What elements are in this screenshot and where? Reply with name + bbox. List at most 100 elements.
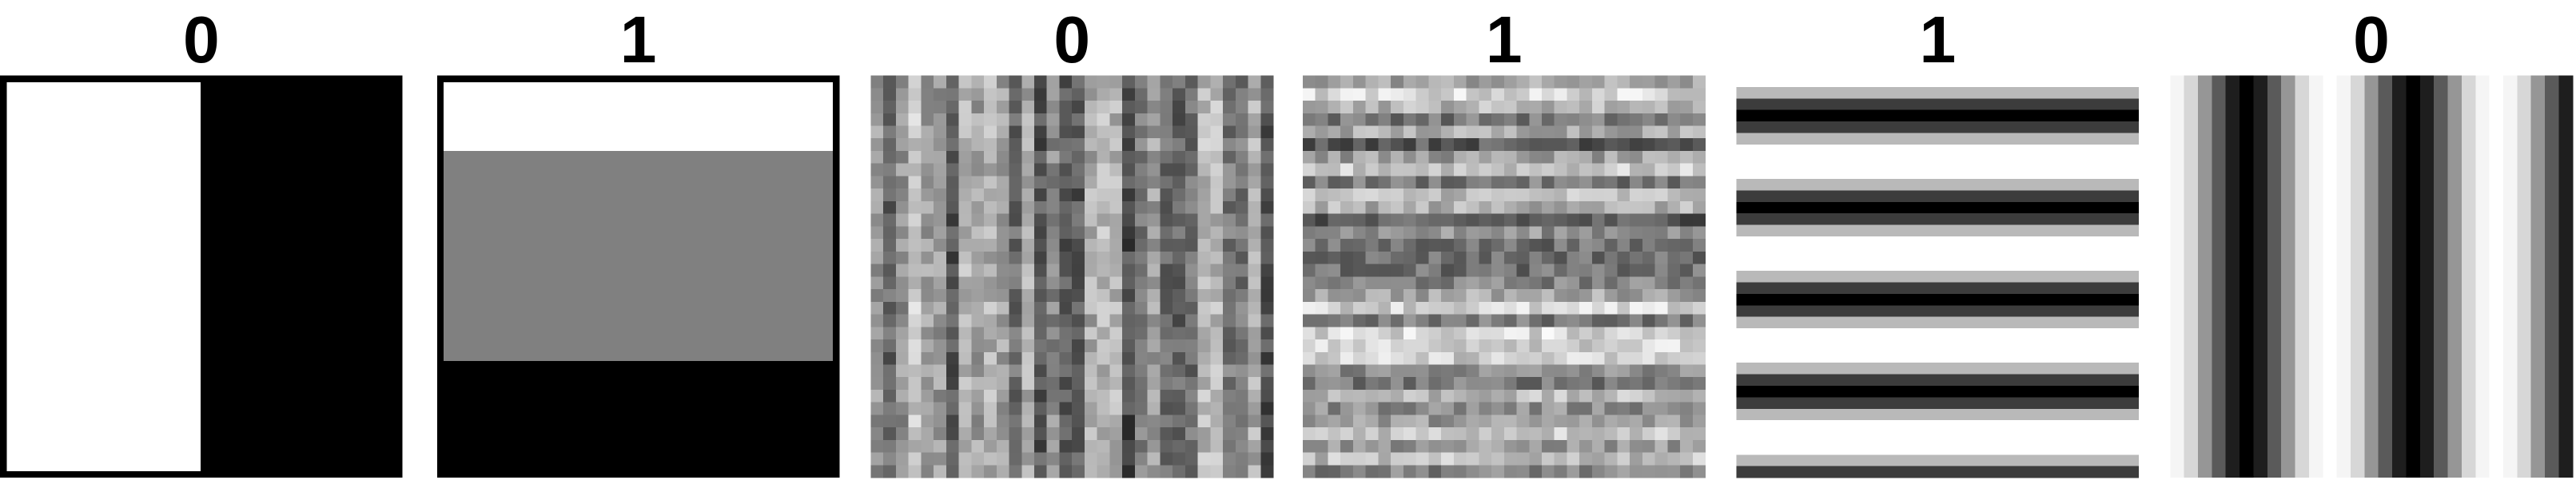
pixel — [984, 150, 997, 165]
pixel — [1235, 264, 1249, 277]
pixel — [1223, 150, 1236, 165]
pixel — [1147, 226, 1161, 240]
pixel — [1352, 125, 1367, 139]
pixel — [971, 176, 985, 189]
pixel — [1654, 251, 1668, 265]
pixel — [1692, 439, 1706, 454]
pixel — [1009, 264, 1022, 277]
pixel — [1160, 377, 1173, 391]
pixel — [946, 465, 960, 478]
pixel — [1554, 402, 1568, 416]
pixel — [1491, 150, 1505, 165]
pixel — [1147, 452, 1161, 466]
pixel — [1441, 138, 1455, 152]
pixel — [1365, 339, 1380, 353]
pixel — [1579, 75, 1593, 89]
pixel — [1428, 351, 1442, 366]
pixel — [1109, 351, 1123, 366]
pixel — [1302, 389, 1316, 403]
pixel — [1667, 439, 1681, 454]
pixel — [1184, 264, 1199, 277]
pixel — [1491, 427, 1505, 441]
pixel — [1667, 289, 1681, 303]
pixel — [1516, 339, 1530, 353]
pixel — [1453, 276, 1467, 290]
pixel — [1415, 389, 1429, 403]
pixel — [1692, 150, 1706, 165]
pixel — [996, 427, 1010, 441]
pixel — [1328, 314, 1341, 327]
pixel — [1479, 289, 1492, 303]
pixel — [1503, 75, 1518, 89]
pixel — [1302, 125, 1316, 139]
pixel — [1391, 415, 1404, 428]
pixel — [1109, 113, 1123, 127]
pixel — [1554, 213, 1568, 228]
pixel — [1197, 251, 1211, 265]
pixel — [1453, 101, 1467, 114]
pixel — [1579, 452, 1593, 466]
pixel — [934, 213, 947, 228]
pixel — [1197, 301, 1211, 315]
pixel — [1109, 377, 1123, 391]
pixel — [1428, 239, 1442, 252]
pixel — [1147, 339, 1161, 353]
pixel — [1554, 439, 1568, 454]
pixel — [1378, 465, 1392, 478]
pixel — [1122, 301, 1136, 315]
pixel — [1072, 389, 1085, 403]
pixel — [1059, 439, 1073, 454]
pixel — [1441, 301, 1455, 315]
pixel — [1134, 88, 1149, 101]
pixel — [1160, 200, 1173, 215]
pixel — [1034, 239, 1048, 252]
pixel — [1365, 377, 1380, 391]
pixel — [984, 327, 997, 340]
pixel — [883, 264, 897, 277]
pixel — [1428, 389, 1442, 403]
pixel — [1173, 75, 1186, 89]
stripe — [2558, 75, 2574, 478]
pixel — [883, 389, 897, 403]
pixel — [1122, 389, 1136, 403]
pixel — [1260, 276, 1274, 290]
pixel — [1541, 239, 1555, 252]
pixel — [1428, 301, 1442, 315]
pixel — [1097, 415, 1111, 428]
pixel — [1554, 264, 1568, 277]
pixel — [1579, 339, 1593, 353]
pixel — [971, 163, 985, 177]
pixel — [1378, 176, 1392, 189]
pixel — [934, 188, 947, 202]
pixel — [1441, 452, 1455, 466]
stripe — [1736, 442, 2140, 455]
pixel — [1378, 251, 1392, 265]
pixel — [1021, 276, 1035, 290]
stripe — [1736, 213, 2140, 226]
pixel — [1630, 251, 1643, 265]
pixel — [1340, 415, 1354, 428]
pixel — [1210, 327, 1224, 340]
pixel — [1654, 327, 1668, 340]
pixel — [1642, 88, 1656, 101]
stripe — [1736, 431, 2140, 444]
pixel — [1223, 427, 1236, 441]
pixel — [895, 402, 910, 416]
pixel — [1134, 439, 1149, 454]
pixel — [1248, 125, 1261, 139]
pixel — [883, 452, 897, 466]
pixel — [1034, 188, 1048, 202]
pixel — [1122, 264, 1136, 277]
pixel — [1340, 150, 1354, 165]
pixel — [1248, 415, 1261, 428]
pixel — [1122, 439, 1136, 454]
pixel — [1391, 113, 1404, 127]
pixel — [1692, 239, 1706, 252]
pixel — [1009, 351, 1022, 366]
pixel — [1453, 150, 1467, 165]
pixel — [984, 314, 997, 327]
pixel — [1579, 465, 1593, 478]
pixel — [1009, 377, 1022, 391]
pixel — [946, 101, 960, 114]
